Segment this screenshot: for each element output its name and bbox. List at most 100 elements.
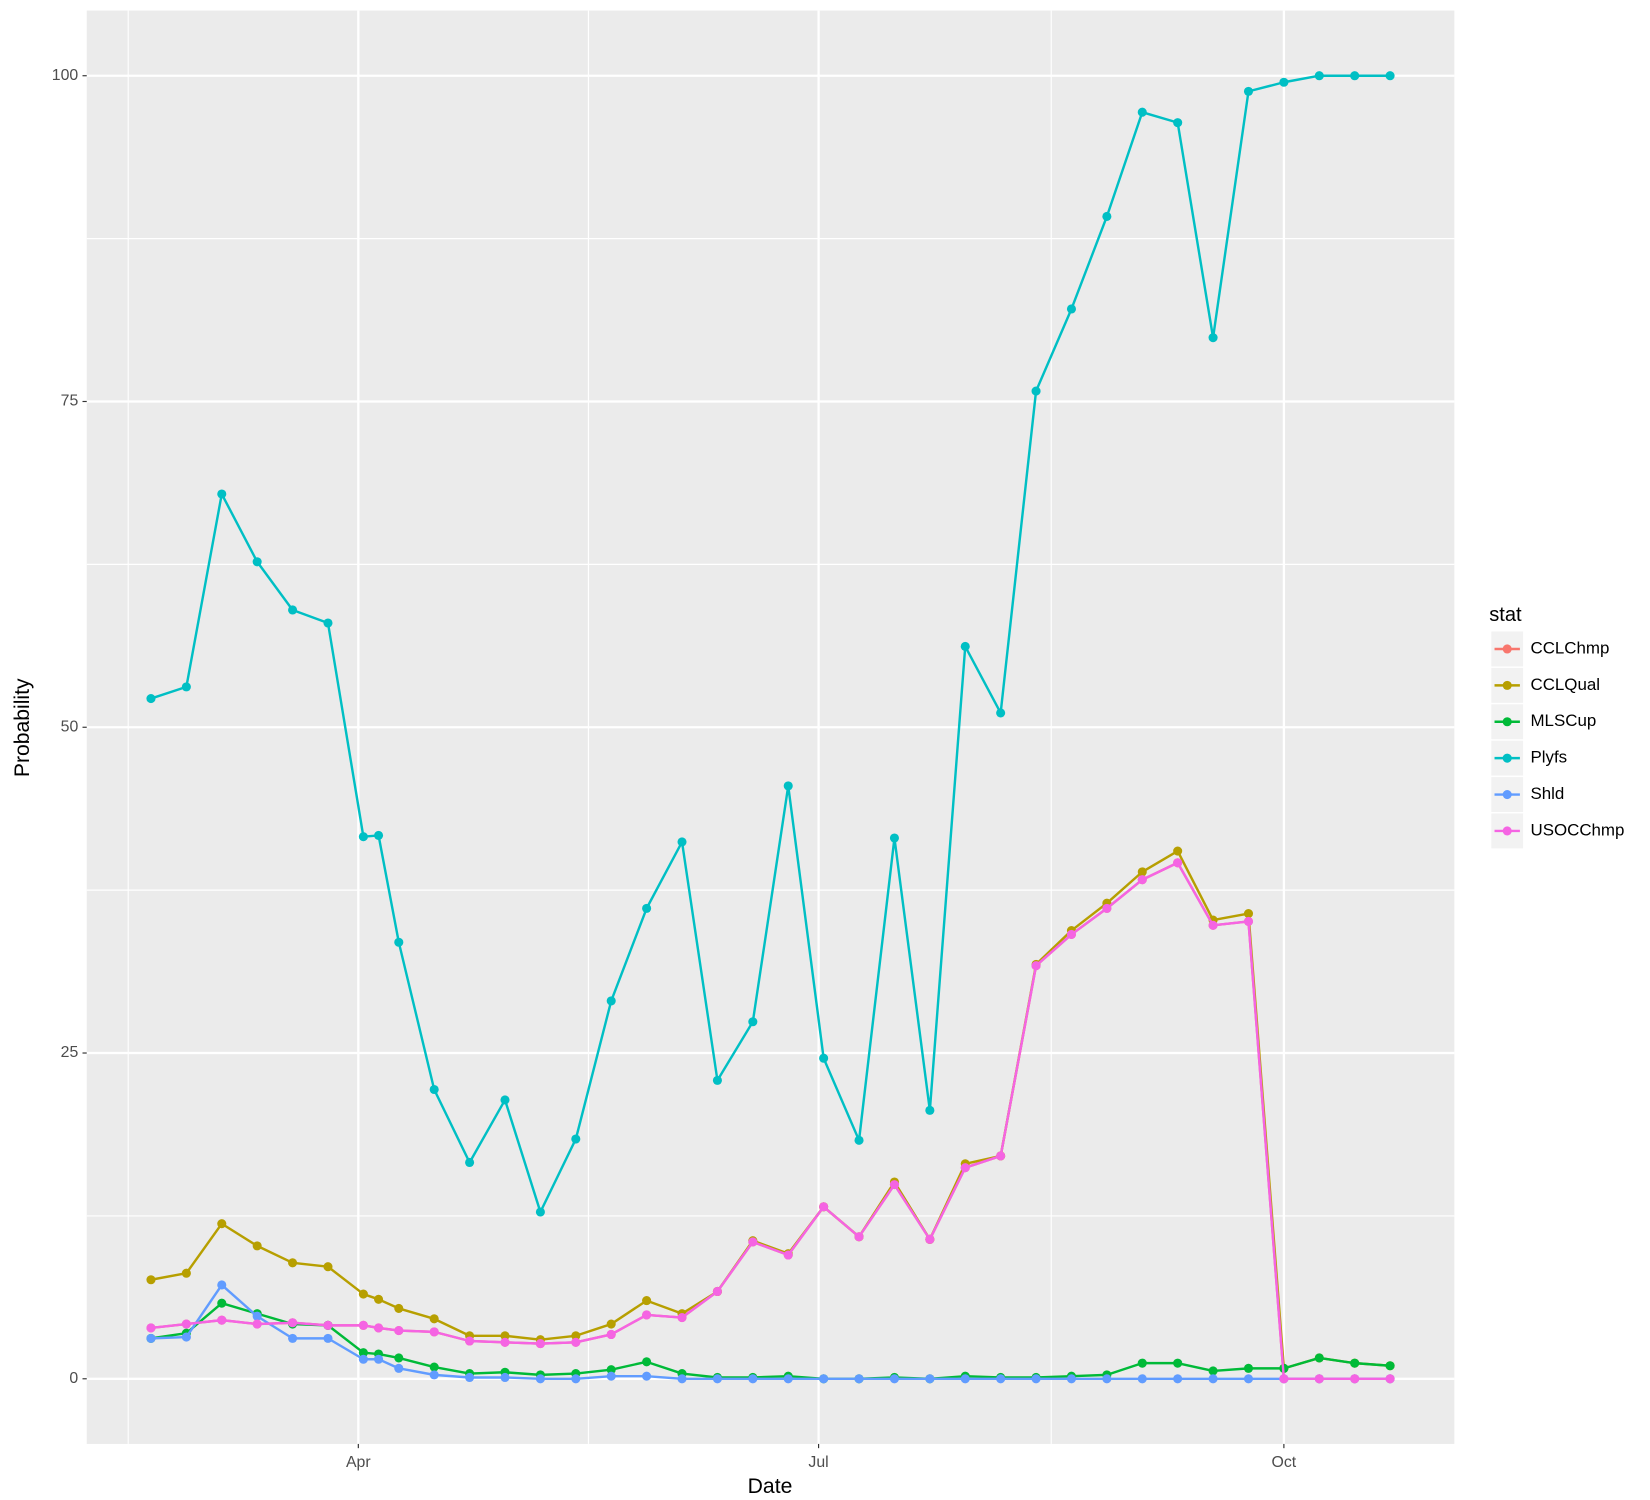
data-point xyxy=(1173,858,1183,868)
data-point xyxy=(429,1370,439,1380)
data-point xyxy=(571,1374,581,1384)
data-point xyxy=(1208,920,1218,930)
data-point xyxy=(535,1339,545,1349)
data-point xyxy=(677,837,687,847)
data-point xyxy=(1243,1363,1254,1373)
data-point xyxy=(500,1331,510,1341)
data-point xyxy=(1385,1361,1395,1371)
data-point xyxy=(1102,903,1112,913)
data-point xyxy=(1350,1374,1360,1384)
data-point xyxy=(288,605,298,615)
data-point xyxy=(394,1353,404,1363)
data-point xyxy=(642,1310,652,1320)
data-point xyxy=(1066,1374,1077,1384)
data-point xyxy=(642,903,652,913)
data-point xyxy=(1137,875,1147,885)
data-point xyxy=(252,557,262,567)
data-point xyxy=(217,489,227,499)
data-point xyxy=(712,1374,722,1384)
data-point xyxy=(783,781,793,791)
data-point xyxy=(217,1280,227,1290)
legend-label: CCLChmp xyxy=(1530,638,1609,657)
data-point xyxy=(358,1320,368,1330)
data-point xyxy=(889,1374,899,1384)
legend-point xyxy=(1502,717,1512,727)
data-point xyxy=(358,1348,368,1358)
data-point xyxy=(1385,71,1395,81)
y-tick-label: 0 xyxy=(69,1370,78,1387)
legend-label: Shld xyxy=(1530,784,1564,803)
data-point xyxy=(500,1372,510,1383)
data-point xyxy=(1208,1374,1218,1384)
data-point xyxy=(1173,1374,1183,1384)
data-point xyxy=(960,1163,970,1173)
data-point xyxy=(535,1374,545,1384)
x-axis-title: Date xyxy=(748,1475,793,1498)
data-point xyxy=(1173,1358,1183,1368)
data-point xyxy=(217,1219,227,1229)
data-point xyxy=(181,682,191,692)
data-point xyxy=(217,1298,227,1308)
data-point xyxy=(748,1017,758,1027)
legend-label: Plyfs xyxy=(1530,748,1567,767)
data-point xyxy=(712,1286,722,1297)
data-point xyxy=(1137,1358,1147,1368)
data-point xyxy=(1314,1353,1324,1363)
data-point xyxy=(1314,1374,1324,1384)
data-point xyxy=(394,1326,404,1336)
data-point xyxy=(429,1084,439,1095)
data-point xyxy=(960,641,970,652)
data-point xyxy=(925,1234,935,1244)
data-point xyxy=(606,1371,616,1381)
data-point xyxy=(854,1232,864,1242)
data-point xyxy=(323,1320,333,1330)
data-point xyxy=(252,1319,262,1329)
data-point xyxy=(1208,333,1218,343)
data-point xyxy=(1314,71,1324,81)
data-point xyxy=(1243,86,1254,96)
data-point xyxy=(642,1296,652,1306)
data-point xyxy=(748,1237,758,1247)
data-point xyxy=(535,1207,545,1217)
x-tick-label: Oct xyxy=(1272,1454,1297,1471)
data-point xyxy=(925,1105,935,1115)
data-point xyxy=(783,1250,793,1260)
data-point xyxy=(323,1333,333,1343)
data-point xyxy=(1066,929,1077,939)
data-point xyxy=(1173,846,1183,856)
data-point xyxy=(1137,1374,1147,1384)
data-point xyxy=(374,830,384,840)
legend-point xyxy=(1502,753,1512,763)
data-point xyxy=(819,1374,829,1384)
data-point xyxy=(1031,1374,1041,1384)
data-point xyxy=(323,618,333,628)
data-point xyxy=(465,1157,475,1168)
data-point xyxy=(571,1337,581,1347)
data-point xyxy=(960,1374,970,1384)
data-point xyxy=(358,1289,368,1299)
legend-point xyxy=(1502,789,1512,800)
data-point xyxy=(288,1258,298,1268)
data-point xyxy=(748,1374,758,1384)
data-point xyxy=(712,1075,722,1085)
data-point xyxy=(358,832,368,842)
data-point xyxy=(394,1303,404,1313)
data-point xyxy=(181,1319,191,1329)
data-point xyxy=(642,1357,652,1367)
data-point xyxy=(571,1331,581,1341)
data-point xyxy=(1208,1366,1218,1376)
data-point xyxy=(1243,1374,1254,1384)
y-tick-label: 100 xyxy=(52,67,79,84)
x-tick-label: Jul xyxy=(808,1454,828,1471)
data-point xyxy=(500,1337,510,1347)
data-point xyxy=(606,1365,616,1375)
data-point xyxy=(429,1314,439,1324)
data-point xyxy=(1350,71,1360,81)
legend-label: MLSCup xyxy=(1530,711,1596,730)
data-point xyxy=(642,1371,652,1381)
data-point xyxy=(1350,1358,1360,1368)
legend-point xyxy=(1502,826,1512,836)
data-point xyxy=(996,1374,1006,1384)
